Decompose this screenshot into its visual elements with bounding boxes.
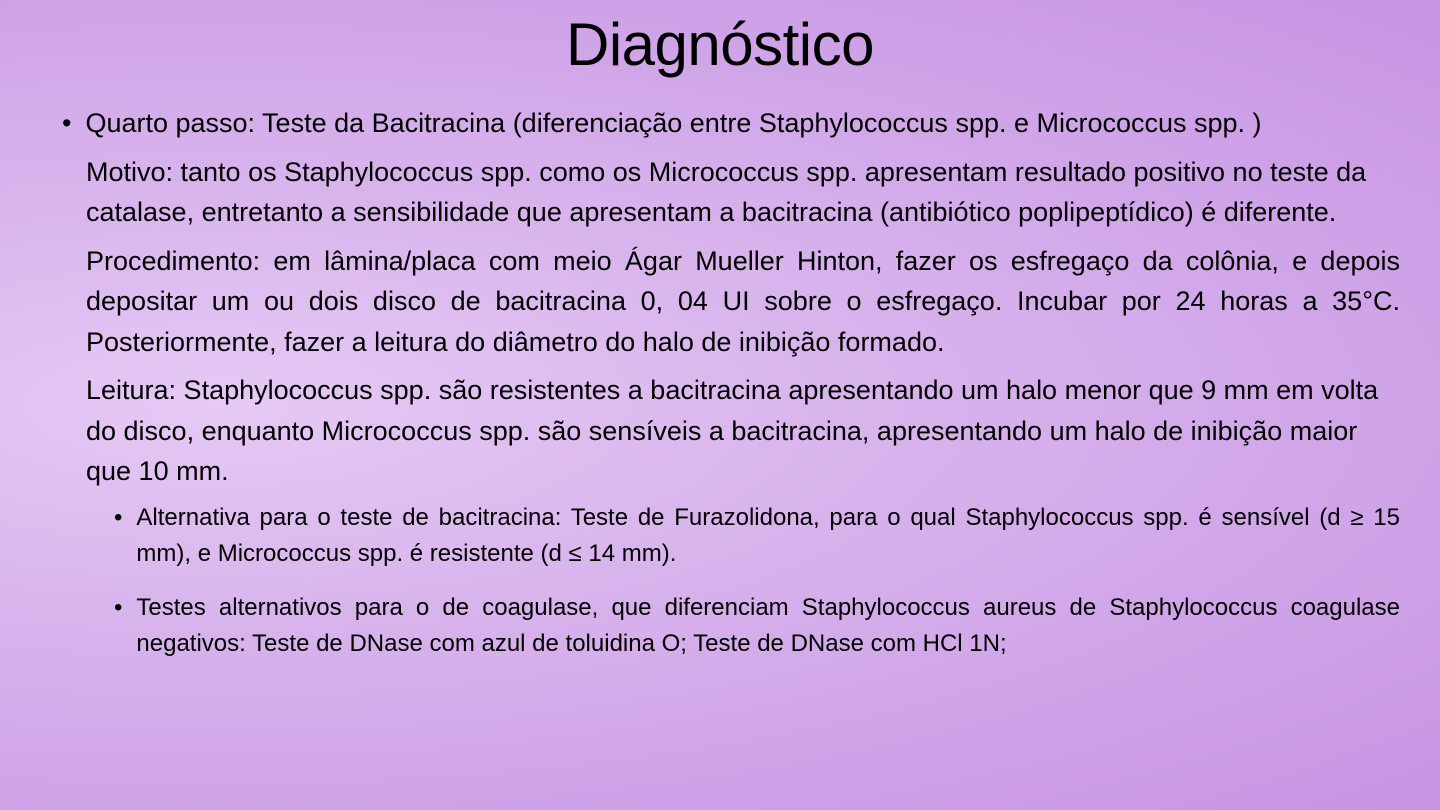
sub-bullet-alternativa: • Alternativa para o teste de bacitracin… bbox=[40, 500, 1400, 572]
main-bullet-text: Quarto passo: Teste da Bacitracina (dife… bbox=[85, 103, 1261, 144]
slide-title: Diagnóstico bbox=[40, 10, 1400, 79]
paragraph-motivo: Motivo: tanto os Staphylococcus spp. com… bbox=[40, 152, 1400, 233]
bullet-marker-icon: • bbox=[114, 500, 122, 572]
paragraph-procedimento: Procedimento: em lâmina/placa com meio Á… bbox=[40, 241, 1400, 363]
paragraph-leitura: Leitura: Staphylococcus spp. são resiste… bbox=[40, 370, 1400, 492]
sub-bullet-testes-text: Testes alternativos para o de coagulase,… bbox=[136, 590, 1400, 662]
sub-bullet-testes: • Testes alternativos para o de coagulas… bbox=[40, 590, 1400, 662]
bullet-marker-icon: • bbox=[114, 590, 122, 662]
main-bullet: • Quarto passo: Teste da Bacitracina (di… bbox=[40, 103, 1400, 144]
sub-bullet-alternativa-text: Alternativa para o teste de bacitracina:… bbox=[136, 500, 1400, 572]
bullet-marker-icon: • bbox=[62, 103, 71, 144]
